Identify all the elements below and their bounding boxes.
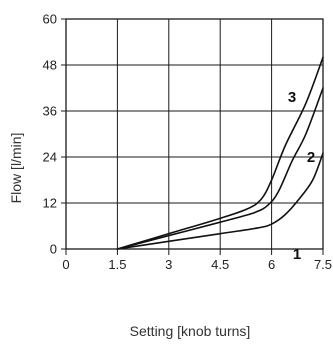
x-tick-label: 1.5 xyxy=(108,257,126,272)
x-tick-label: 0 xyxy=(62,257,69,272)
plot-frame xyxy=(65,18,324,250)
series-3-label: 3 xyxy=(288,89,296,106)
y-tick-label: 36 xyxy=(43,104,57,119)
series-1-label: 1 xyxy=(293,246,301,263)
y-tick-label: 60 xyxy=(43,12,57,27)
y-axis-label: Flow [l/min] xyxy=(8,133,24,204)
y-tick-label: 24 xyxy=(43,150,57,165)
series-3-line xyxy=(116,56,324,250)
x-tick-label: 6 xyxy=(268,257,275,272)
series-2-label: 2 xyxy=(307,149,315,166)
series-layer: 1 2 3 xyxy=(116,56,324,263)
series-2-line xyxy=(116,87,324,250)
y-tick-label: 12 xyxy=(43,196,57,211)
y-tick-label: 48 xyxy=(43,58,57,73)
x-tick-label: 3 xyxy=(165,257,172,272)
series-1-line xyxy=(116,152,324,250)
x-tick-label: 4.5 xyxy=(211,257,229,272)
y-tick-label: 0 xyxy=(50,242,57,257)
x-tick-label: 7.5 xyxy=(314,257,332,272)
grid-layer xyxy=(66,19,323,249)
x-axis-label: Setting [knob turns] xyxy=(130,323,251,339)
